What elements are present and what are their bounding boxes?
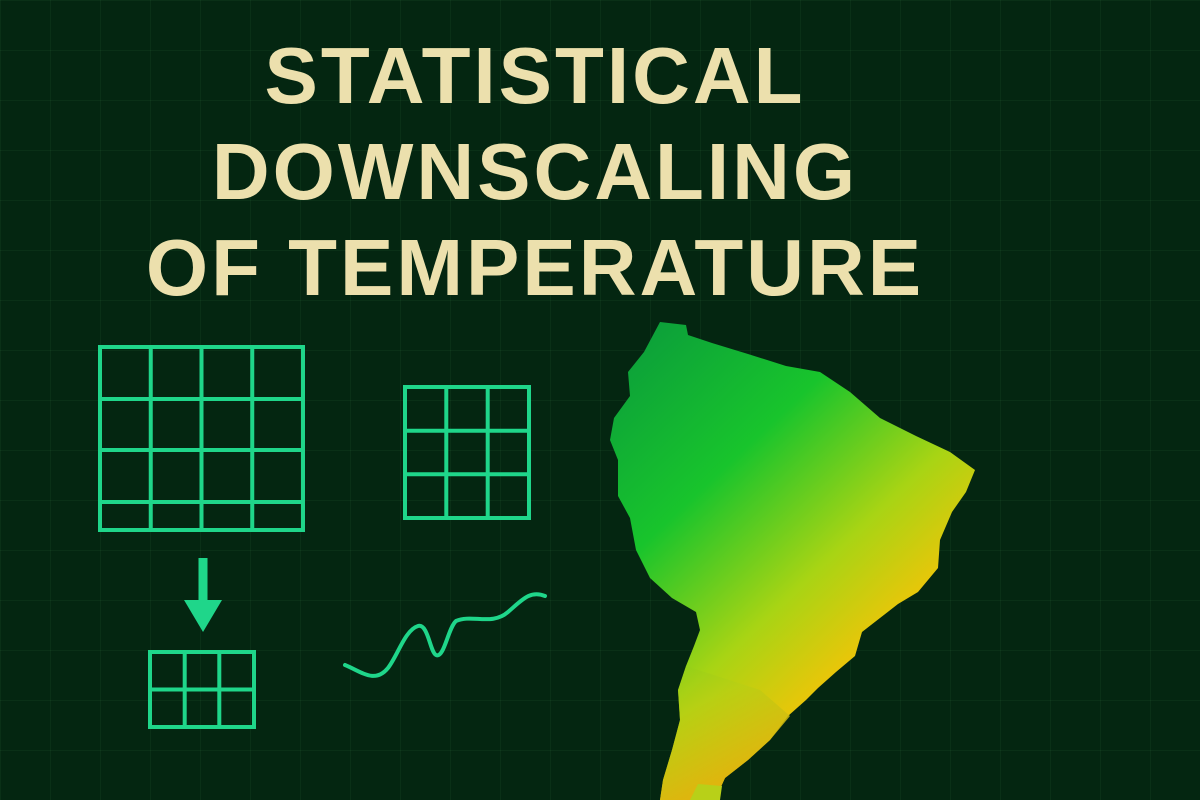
title-line-2: DOWNSCALING xyxy=(211,127,859,216)
large-grid-icon xyxy=(98,345,305,532)
medium-grid-icon xyxy=(403,385,531,520)
page-title: STATISTICAL DOWNSCALING OF TEMPERATURE xyxy=(0,28,1070,316)
small-grid-icon xyxy=(148,650,256,729)
south-america-map-icon xyxy=(610,322,975,800)
down-arrow-icon xyxy=(184,558,222,632)
wave-curve-icon xyxy=(343,592,547,678)
title-line-3: OF TEMPERATURE xyxy=(145,223,925,312)
title-line-1: STATISTICAL xyxy=(264,31,806,120)
